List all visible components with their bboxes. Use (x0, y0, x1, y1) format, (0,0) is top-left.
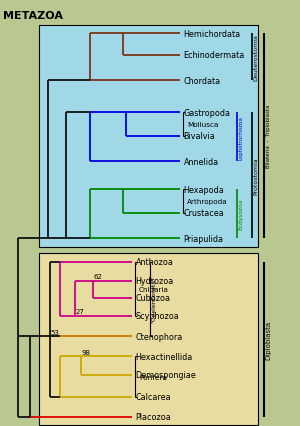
Text: Chordata: Chordata (184, 76, 221, 86)
Text: 53: 53 (50, 329, 59, 335)
Text: Bilateria  -  Triploblasta: Bilateria - Triploblasta (266, 105, 271, 168)
Text: Diploblasta: Diploblasta (266, 320, 272, 359)
Text: Deuterostomia: Deuterostomia (253, 34, 258, 81)
Text: Hexactinellida: Hexactinellida (136, 352, 193, 361)
Text: Scyphozoa: Scyphozoa (136, 311, 179, 321)
Text: Cubozoa: Cubozoa (136, 294, 171, 303)
Text: "Coelenterata": "Coelenterata" (152, 276, 156, 323)
Text: Bivalvia: Bivalvia (184, 132, 215, 141)
Text: Cnidaria: Cnidaria (139, 286, 169, 292)
Text: Hydrozoa: Hydrozoa (136, 276, 174, 286)
Text: Lophotrochozoa: Lophotrochozoa (238, 115, 243, 159)
Text: Ctenophora: Ctenophora (136, 332, 183, 341)
Text: Crustacea: Crustacea (184, 208, 224, 218)
Text: Ecdysozoa: Ecdysozoa (238, 199, 243, 230)
Text: 62: 62 (94, 273, 103, 279)
Text: Hexapoda: Hexapoda (184, 185, 224, 194)
FancyBboxPatch shape (39, 26, 258, 247)
Text: METAZOA: METAZOA (3, 11, 63, 20)
Text: Demospongiae: Demospongiae (136, 370, 196, 380)
Text: Anthozoa: Anthozoa (136, 257, 173, 267)
Text: 27: 27 (76, 308, 85, 314)
Text: Gastropoda: Gastropoda (184, 108, 231, 118)
Text: Annelida: Annelida (184, 157, 219, 167)
Text: Priapulida: Priapulida (184, 234, 224, 243)
Text: Porifera: Porifera (139, 374, 167, 380)
FancyBboxPatch shape (39, 253, 258, 425)
Text: Placozoa: Placozoa (136, 412, 171, 421)
Text: 98: 98 (82, 349, 91, 355)
Text: Calcarea: Calcarea (136, 392, 171, 402)
Text: Arthropoda: Arthropoda (187, 198, 227, 204)
Text: Mollusca: Mollusca (187, 121, 218, 128)
Text: Protostomia: Protostomia (254, 157, 258, 195)
Text: Echinodermata: Echinodermata (184, 51, 245, 60)
Text: Hemichordata: Hemichordata (184, 29, 241, 39)
